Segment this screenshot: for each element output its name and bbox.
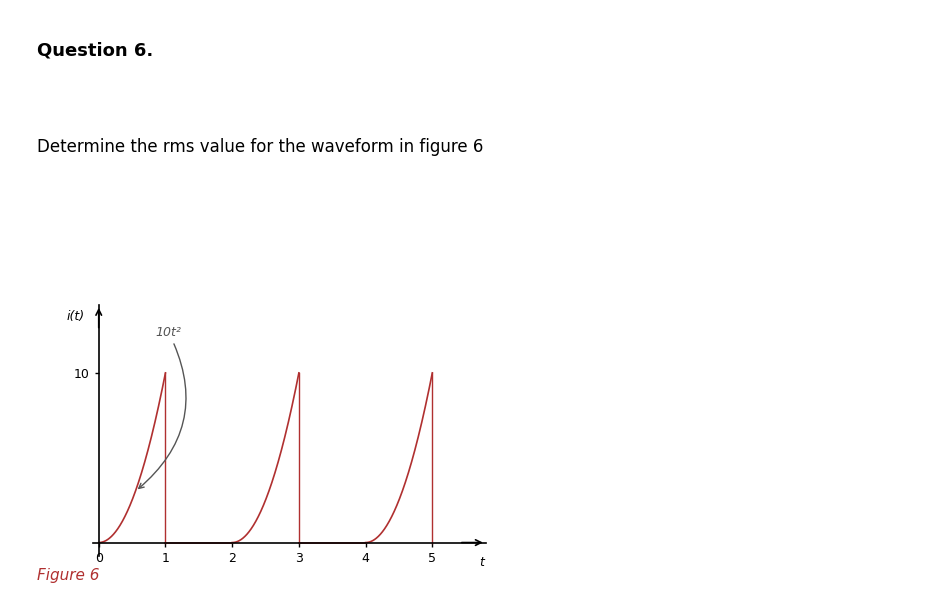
Text: t: t xyxy=(479,556,484,569)
Text: Figure 6: Figure 6 xyxy=(37,568,100,583)
Text: Question 6.: Question 6. xyxy=(37,42,153,60)
Text: i(t): i(t) xyxy=(66,310,84,323)
Text: Determine the rms value for the waveform in figure 6: Determine the rms value for the waveform… xyxy=(37,138,484,155)
Text: 10t²: 10t² xyxy=(139,325,186,489)
